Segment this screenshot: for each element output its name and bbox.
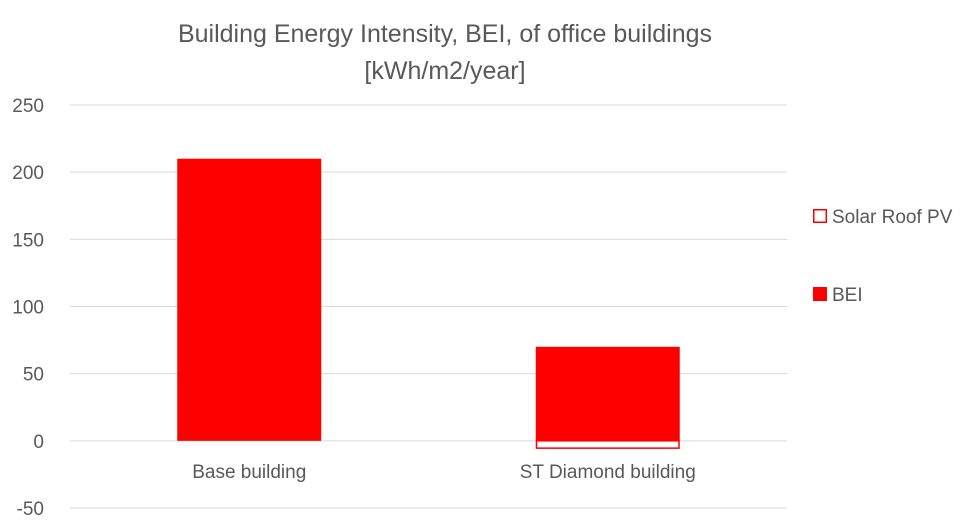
y-tick-label: 200 xyxy=(12,163,44,184)
x-axis-ticks: Base building ST Diamond building xyxy=(192,462,696,483)
y-tick-label: -50 xyxy=(17,499,44,520)
bar-bei-1 xyxy=(535,346,680,441)
y-axis-ticks: -50 0 50 100 150 200 250 xyxy=(12,96,44,520)
y-tick-label: 100 xyxy=(12,298,44,319)
y-tick-label: 250 xyxy=(12,96,44,117)
legend-swatch xyxy=(813,209,827,223)
y-tick-label: 150 xyxy=(12,230,44,251)
x-category-label: ST Diamond building xyxy=(520,462,696,483)
chart-subtitle: [kWh/m2/year] xyxy=(364,57,525,85)
legend-label: Solar Roof PV xyxy=(832,207,953,228)
x-category-label: Base building xyxy=(192,462,306,483)
legend: Solar Roof PV BEI xyxy=(813,207,953,306)
bar-bei-0 xyxy=(177,158,322,441)
bar-marks xyxy=(177,158,680,449)
legend-label: BEI xyxy=(832,285,863,306)
bar-solar-roof-pv-1 xyxy=(535,440,680,449)
legend-swatch xyxy=(813,287,827,301)
y-tick-label: 50 xyxy=(23,365,44,386)
chart-title: Building Energy Intensity, BEI, of offic… xyxy=(178,20,712,48)
y-tick-label: 0 xyxy=(33,432,44,453)
